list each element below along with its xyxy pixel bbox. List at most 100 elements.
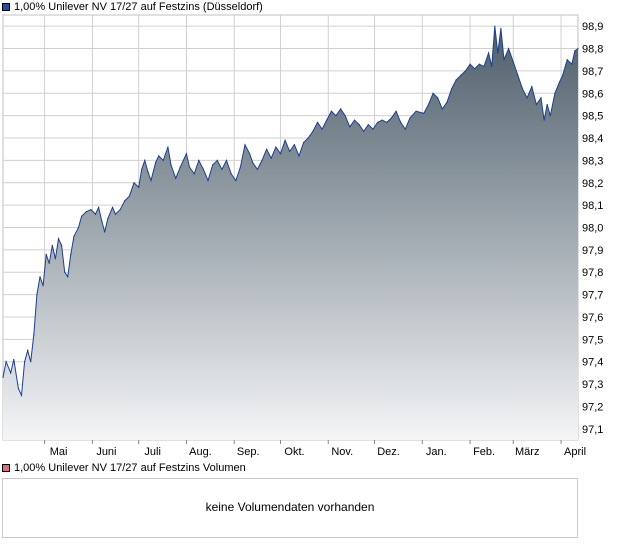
data-point <box>170 164 172 166</box>
data-point <box>225 159 228 161</box>
data-point <box>455 79 457 81</box>
data-point <box>335 115 337 117</box>
data-point <box>85 211 87 213</box>
data-point <box>395 110 397 112</box>
data-point <box>558 81 561 83</box>
data-point <box>307 137 309 139</box>
data-point <box>42 285 44 287</box>
data-point <box>70 253 72 255</box>
price-legend: 1,00% Unilever NV 17/27 auf Festzins (Dü… <box>2 0 263 14</box>
data-point <box>390 117 393 119</box>
data-point <box>469 63 471 65</box>
data-point <box>144 159 146 161</box>
data-point <box>17 388 19 390</box>
data-point <box>90 209 92 211</box>
data-point <box>24 361 26 363</box>
data-point <box>353 119 356 121</box>
data-point <box>198 159 200 161</box>
data-point <box>275 146 277 148</box>
x-tick-label: Juni <box>96 446 116 458</box>
data-point <box>188 166 191 168</box>
y-tick-label: 97,9 <box>582 245 603 257</box>
data-point <box>244 144 246 146</box>
data-point <box>48 262 50 264</box>
data-point <box>363 130 365 132</box>
data-point <box>464 70 467 72</box>
data-point <box>36 294 38 296</box>
data-point <box>270 157 272 159</box>
data-point <box>230 173 232 175</box>
data-point <box>349 126 351 128</box>
data-point <box>162 159 164 161</box>
data-point <box>252 162 254 164</box>
data-point <box>386 121 388 123</box>
data-point <box>321 128 323 130</box>
data-point <box>167 146 169 148</box>
volume-legend-swatch <box>2 464 10 472</box>
data-point <box>316 121 319 123</box>
data-point <box>404 128 406 130</box>
data-point <box>497 52 499 54</box>
data-point <box>155 162 157 164</box>
data-point <box>179 166 181 168</box>
data-point <box>344 115 346 117</box>
data-point <box>494 25 496 27</box>
data-point <box>256 168 258 170</box>
data-point <box>64 271 66 273</box>
x-tick-label: Feb. <box>473 446 495 458</box>
data-point <box>441 108 443 110</box>
data-point <box>239 166 241 168</box>
data-point <box>298 155 300 157</box>
y-tick-label: 97,4 <box>582 357 603 369</box>
data-point <box>175 177 177 179</box>
y-tick-label: 97,8 <box>582 267 603 279</box>
data-point <box>521 88 524 90</box>
data-point <box>381 119 383 121</box>
data-point <box>57 238 60 240</box>
data-point <box>27 349 29 352</box>
data-point <box>141 168 143 170</box>
data-point <box>554 92 556 94</box>
y-tick-label: 97,5 <box>582 334 603 346</box>
data-point <box>193 173 195 175</box>
data-point <box>488 52 490 54</box>
data-point <box>312 130 314 132</box>
data-point <box>451 88 453 90</box>
data-point <box>133 182 135 184</box>
data-point <box>340 108 342 110</box>
data-point <box>212 164 214 166</box>
data-point <box>326 119 328 121</box>
data-point <box>101 220 103 222</box>
data-point <box>128 195 130 197</box>
data-point <box>94 213 97 215</box>
y-tick-label: 98,9 <box>582 21 603 33</box>
data-point <box>30 361 32 363</box>
x-tick-label: Jan. <box>426 446 447 458</box>
data-point <box>508 48 510 50</box>
data-point <box>235 179 237 182</box>
data-point <box>377 121 379 123</box>
x-tick-label: März <box>515 446 539 458</box>
data-point <box>45 253 47 255</box>
data-point <box>5 361 7 363</box>
data-point <box>67 276 69 278</box>
data-point <box>427 103 430 106</box>
data-point <box>124 200 126 202</box>
data-point <box>546 103 548 106</box>
data-point <box>261 159 263 161</box>
volume-legend-label: 1,00% Unilever NV 17/27 auf Festzins Vol… <box>14 462 246 474</box>
y-tick-label: 98,2 <box>582 178 603 190</box>
data-point <box>500 27 502 29</box>
data-point <box>483 65 485 67</box>
y-tick-label: 98,8 <box>582 44 603 56</box>
data-point <box>446 101 448 103</box>
x-tick-label: Dez. <box>377 446 400 458</box>
y-tick-label: 97,6 <box>582 312 603 324</box>
series-area-fill <box>3 26 578 440</box>
y-tick-label: 98,0 <box>582 223 603 235</box>
data-point <box>111 206 114 208</box>
data-point <box>574 50 576 52</box>
data-point <box>549 115 551 117</box>
data-point <box>474 68 476 70</box>
data-point <box>107 218 109 220</box>
